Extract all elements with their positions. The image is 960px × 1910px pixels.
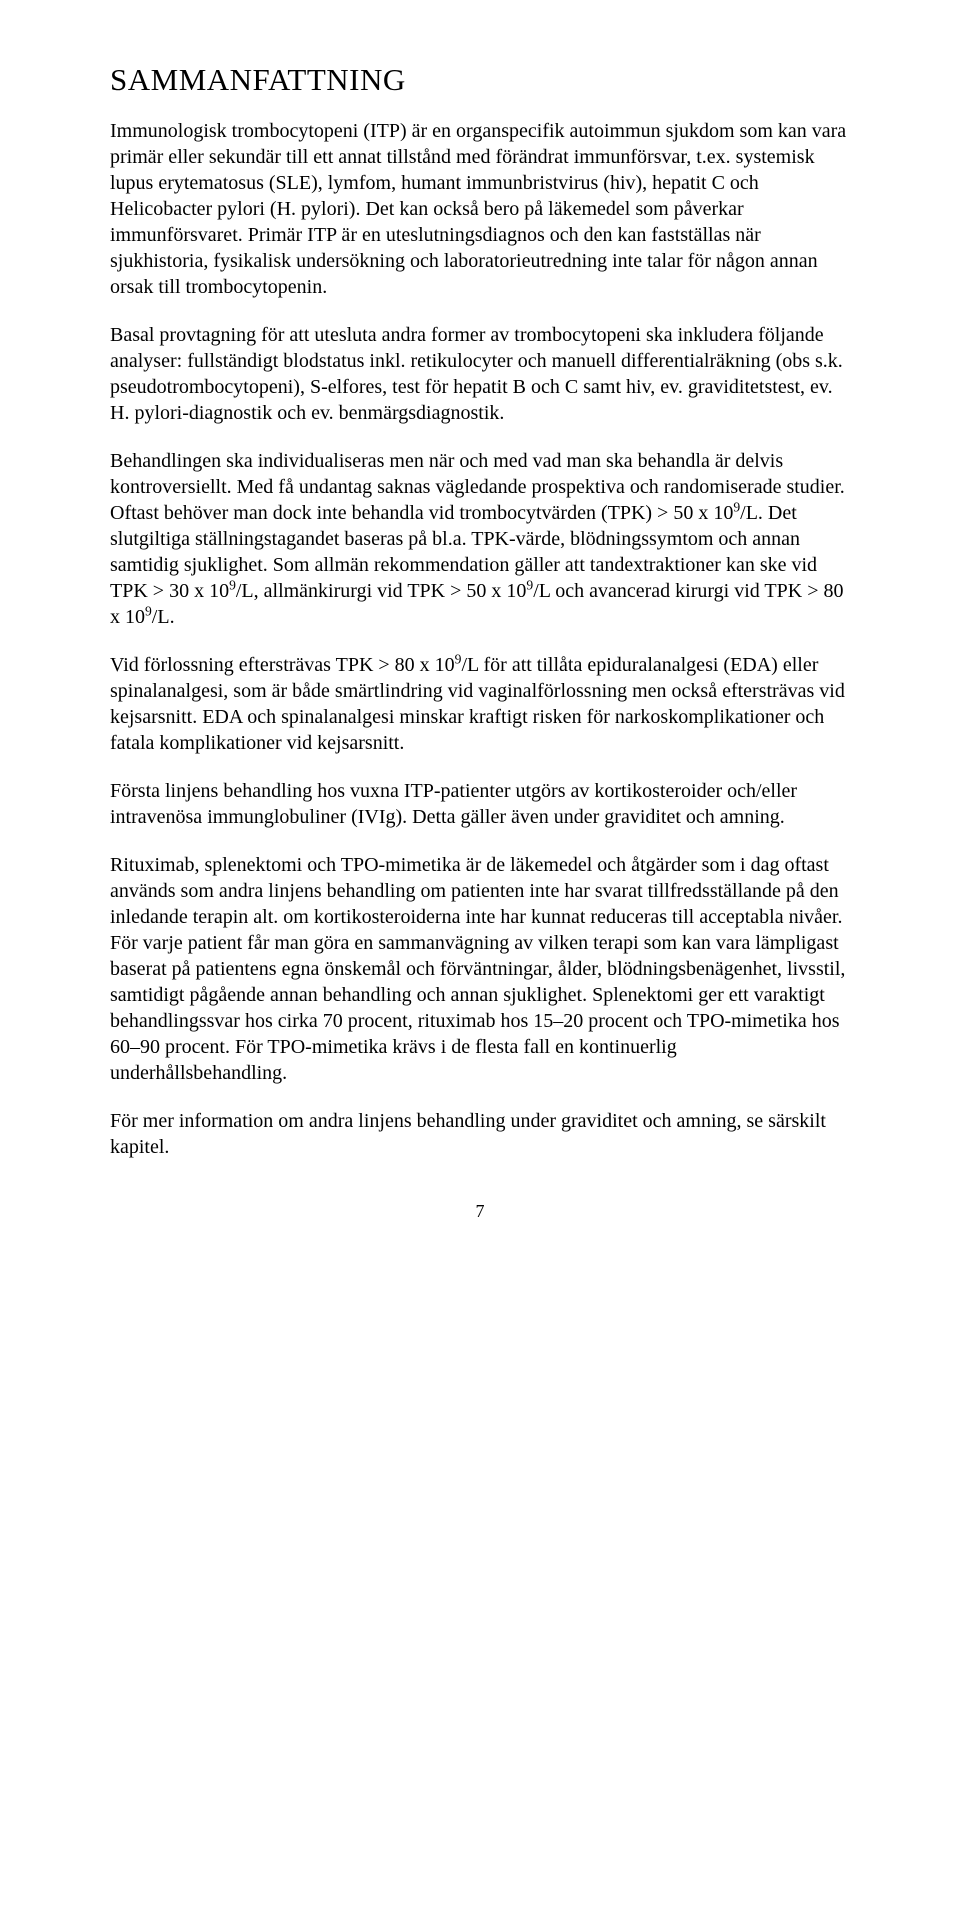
paragraph-6: Rituximab, splenektomi och TPO-mimetika … bbox=[110, 852, 850, 1086]
paragraph-1: Immunologisk trombocytopeni (ITP) är en … bbox=[110, 118, 850, 300]
text-segment: /L. bbox=[152, 606, 175, 628]
superscript: 9 bbox=[229, 578, 236, 593]
paragraph-7: För mer information om andra linjens beh… bbox=[110, 1108, 850, 1160]
paragraph-2: Basal provtagning för att utesluta andra… bbox=[110, 322, 850, 426]
paragraph-5: Första linjens behandling hos vuxna ITP-… bbox=[110, 778, 850, 830]
paragraph-4: Vid förlossning eftersträvas TPK > 80 x … bbox=[110, 652, 850, 756]
paragraph-3: Behandlingen ska individualiseras men nä… bbox=[110, 448, 850, 630]
superscript: 9 bbox=[145, 604, 152, 619]
text-segment: /L, allmänkirurgi vid TPK > 50 x 10 bbox=[236, 580, 527, 602]
page-title: SAMMANFATTNING bbox=[110, 60, 850, 100]
text-segment: Vid förlossning eftersträvas TPK > 80 x … bbox=[110, 654, 455, 676]
page-number: 7 bbox=[110, 1200, 850, 1223]
